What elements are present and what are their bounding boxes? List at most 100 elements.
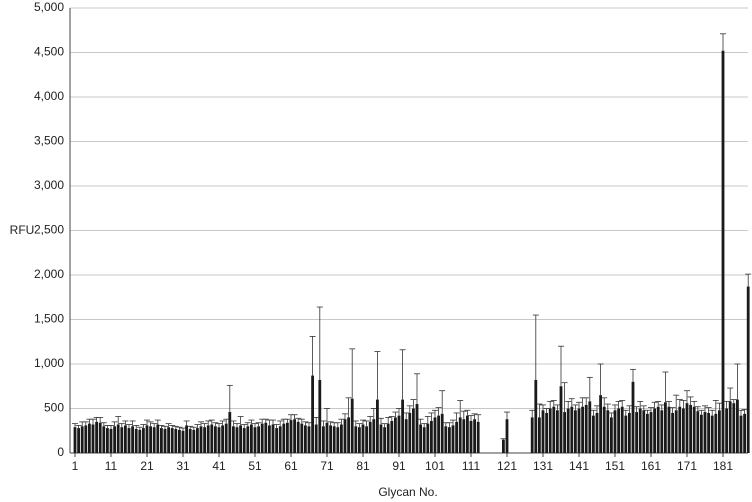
bar xyxy=(440,413,444,453)
bar xyxy=(127,428,131,453)
bar xyxy=(246,426,250,453)
bar xyxy=(138,429,142,453)
bar xyxy=(106,428,109,453)
bar xyxy=(188,428,192,453)
bar xyxy=(142,428,145,453)
bar xyxy=(156,424,160,453)
y-tick-label: 1,500 xyxy=(34,312,64,326)
bar xyxy=(667,406,671,453)
bar xyxy=(253,427,257,453)
bar xyxy=(574,410,577,453)
bar xyxy=(347,417,350,453)
bar xyxy=(383,427,386,453)
y-tick-label: 1,000 xyxy=(34,356,64,370)
bar xyxy=(149,426,152,453)
bar xyxy=(98,422,102,453)
bar xyxy=(181,430,185,453)
bar xyxy=(602,406,606,453)
bar xyxy=(656,406,660,453)
bar xyxy=(422,427,426,453)
bar xyxy=(599,395,602,453)
bar xyxy=(293,419,296,453)
x-tick-label: 71 xyxy=(320,459,334,473)
y-tick-label: 0 xyxy=(57,445,64,459)
bar xyxy=(329,425,332,453)
bar xyxy=(437,415,440,453)
bar xyxy=(354,426,358,453)
bar xyxy=(401,399,404,453)
bar xyxy=(700,414,703,453)
bar xyxy=(743,413,746,453)
bar xyxy=(185,425,188,453)
bar xyxy=(214,426,217,453)
bar xyxy=(678,406,682,453)
y-tick-label: 5,000 xyxy=(34,0,64,14)
bar xyxy=(628,412,631,453)
bar xyxy=(350,398,354,453)
bar xyxy=(217,427,221,453)
bar xyxy=(692,406,696,453)
bar xyxy=(358,427,361,453)
y-tick-label: 4,000 xyxy=(34,89,64,103)
bar xyxy=(260,423,264,453)
bar xyxy=(300,423,304,453)
bar xyxy=(566,408,570,453)
bar xyxy=(163,428,167,453)
bar xyxy=(145,425,149,453)
bar xyxy=(304,425,307,453)
bar xyxy=(538,417,541,453)
x-tick-label: 31 xyxy=(176,459,190,473)
bar xyxy=(642,410,646,453)
bar xyxy=(271,424,275,453)
bar xyxy=(610,417,613,453)
bar xyxy=(257,426,260,453)
y-tick-label: 2,000 xyxy=(34,267,64,281)
bar xyxy=(124,425,127,453)
bar xyxy=(170,428,174,453)
bar xyxy=(545,412,548,453)
bar xyxy=(718,410,721,453)
bar xyxy=(638,408,642,453)
bar xyxy=(314,424,318,453)
bar xyxy=(332,426,336,453)
bar xyxy=(534,380,538,453)
bar xyxy=(660,410,664,453)
bar xyxy=(77,428,80,453)
bar xyxy=(199,426,203,453)
bar xyxy=(282,423,286,453)
y-tick-label: 3,000 xyxy=(34,178,64,192)
bar xyxy=(664,402,667,453)
bar xyxy=(502,439,505,453)
x-tick-label: 131 xyxy=(533,459,553,473)
bar xyxy=(653,408,656,453)
bar xyxy=(674,410,678,453)
bar xyxy=(206,425,210,453)
bar xyxy=(397,415,401,453)
bar xyxy=(739,415,743,453)
bar xyxy=(613,410,617,453)
bar xyxy=(703,412,707,453)
bar xyxy=(577,408,581,453)
bar xyxy=(109,428,113,453)
bar xyxy=(736,399,739,453)
bar xyxy=(631,381,635,453)
bar xyxy=(412,408,415,453)
y-tick-label: 4,500 xyxy=(34,45,64,59)
bar xyxy=(588,401,592,453)
y-axis-title: RFU xyxy=(10,223,35,237)
bar xyxy=(624,415,628,453)
bar xyxy=(250,424,253,453)
bar xyxy=(556,410,559,453)
bar xyxy=(696,411,700,453)
bar xyxy=(365,426,368,453)
bar xyxy=(113,426,116,453)
bar xyxy=(192,429,196,453)
bar xyxy=(685,403,689,453)
bar xyxy=(563,412,566,453)
bar xyxy=(336,427,340,453)
bar xyxy=(318,380,322,453)
bar xyxy=(95,421,98,453)
bar xyxy=(581,406,584,453)
bar xyxy=(714,413,718,453)
